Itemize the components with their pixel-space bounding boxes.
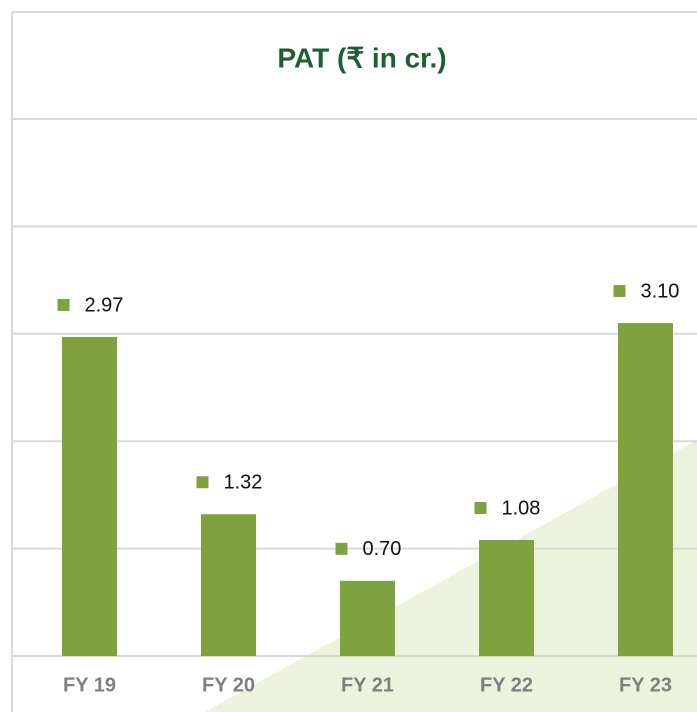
bar — [479, 540, 534, 656]
data-label: 3.10 — [641, 280, 680, 302]
legend-marker — [474, 502, 487, 515]
bar — [340, 580, 395, 656]
legend-marker — [335, 542, 348, 555]
legend-marker — [613, 285, 626, 298]
data-label: 2.97 — [85, 294, 124, 316]
background-decoration — [205, 440, 697, 712]
data-label: 0.70 — [363, 538, 402, 560]
data-label: 1.32 — [224, 472, 263, 494]
legend-marker — [196, 476, 209, 489]
x-tick-label: FY 20 — [202, 674, 255, 696]
bar — [618, 323, 673, 656]
x-tick-label: FY 23 — [619, 674, 672, 696]
chart-title: PAT (₹ in cr.) — [277, 42, 446, 73]
bar — [62, 337, 117, 656]
legend-marker — [57, 299, 70, 312]
x-tick-label: FY 21 — [341, 674, 394, 696]
bar — [201, 514, 256, 656]
x-tick-label: FY 19 — [63, 674, 116, 696]
data-label: 1.08 — [502, 497, 541, 519]
x-tick-label: FY 22 — [480, 674, 533, 696]
